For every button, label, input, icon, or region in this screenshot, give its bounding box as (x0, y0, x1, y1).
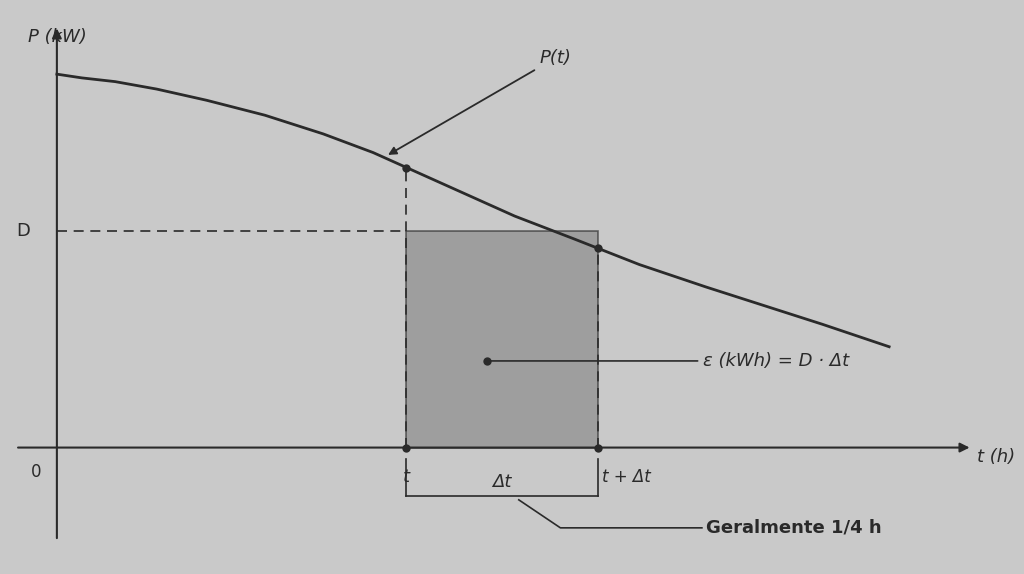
Text: P(t): P(t) (390, 49, 571, 154)
Text: Geralmente 1/4 h: Geralmente 1/4 h (707, 519, 882, 537)
Text: t: t (402, 468, 410, 486)
Text: t + Δt: t + Δt (602, 468, 651, 486)
Text: ε (kWh) = D · Δt: ε (kWh) = D · Δt (489, 352, 849, 370)
Text: t (h): t (h) (977, 448, 1015, 466)
Text: Δt: Δt (493, 472, 512, 491)
Text: 0: 0 (31, 463, 41, 480)
Text: P (kW): P (kW) (28, 28, 86, 46)
Bar (407, 231, 598, 448)
Text: D: D (16, 222, 31, 240)
